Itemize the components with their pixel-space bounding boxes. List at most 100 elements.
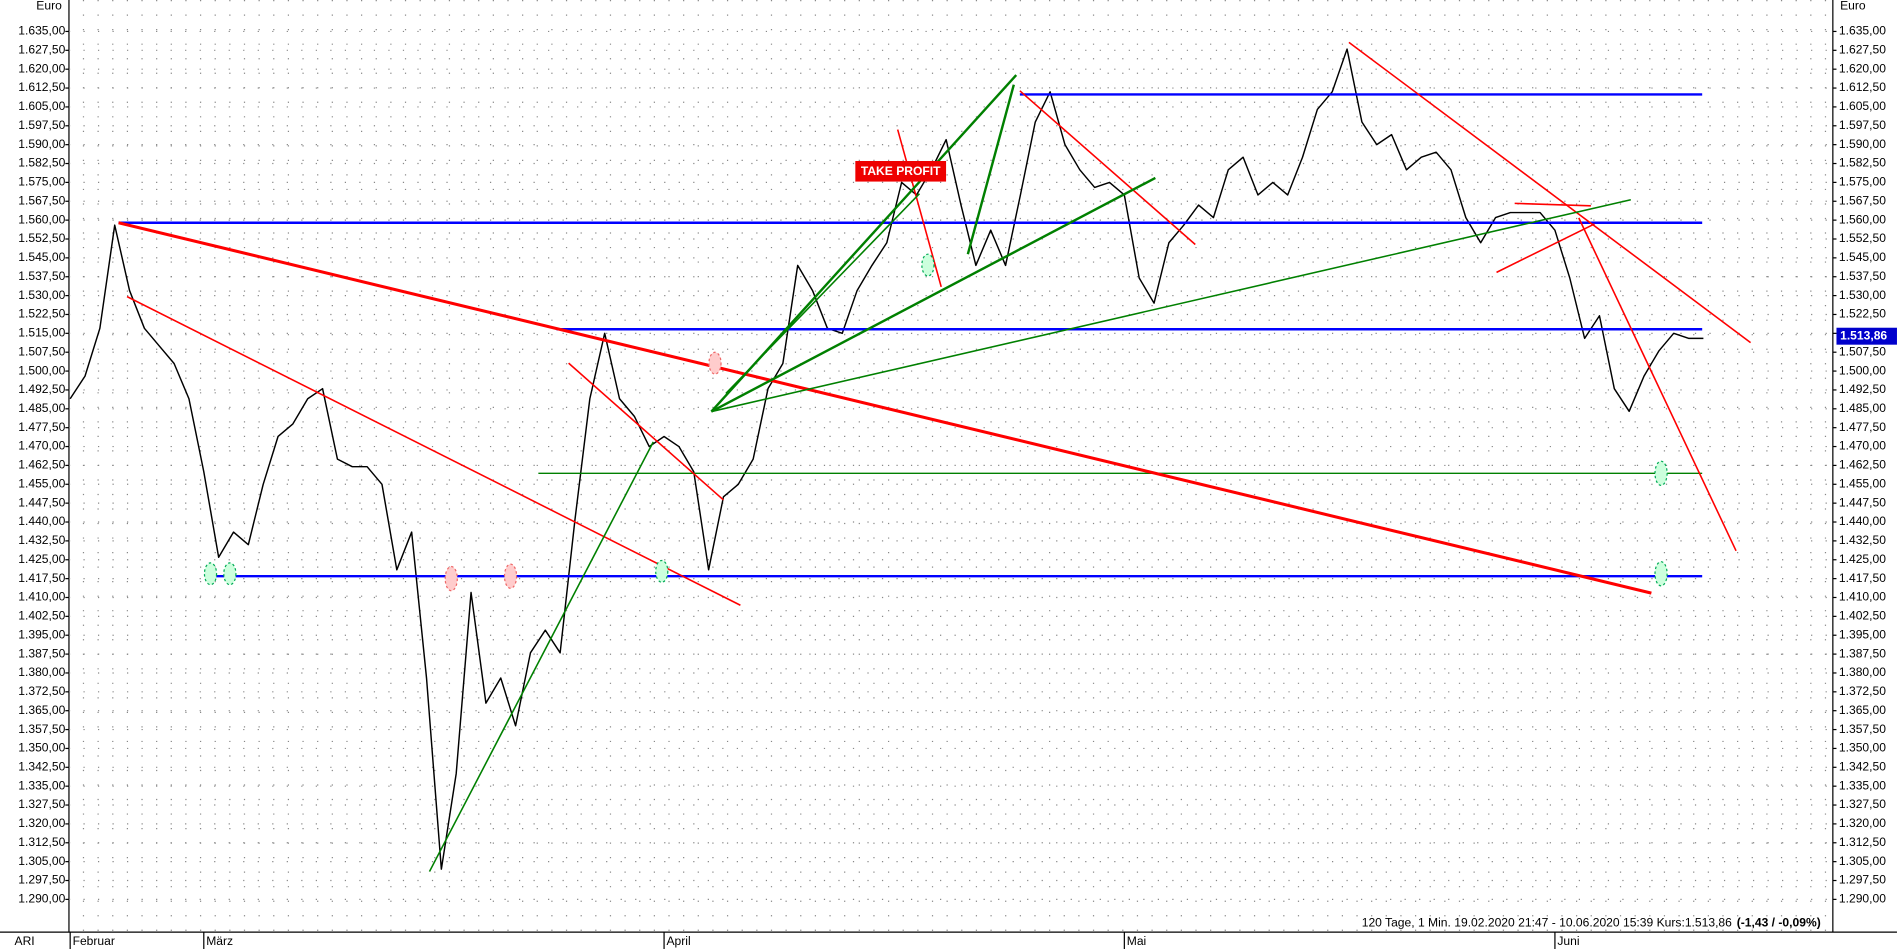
marker — [223, 562, 237, 586]
y-tick-label: 1.395,00 — [18, 627, 65, 641]
y-tick-label: 1.417,50 — [18, 571, 65, 585]
y-tick-label: 1.470,00 — [18, 439, 65, 453]
y-tick-label: 1.335,00 — [18, 778, 65, 792]
trend-line — [1578, 217, 1737, 552]
y2-tick-label: 1.350,00 — [1839, 741, 1886, 755]
y-tick-label: 1.410,00 — [18, 590, 65, 604]
y2-tick-label: 1.552,50 — [1839, 231, 1886, 245]
y2-tick-label: 1.297,50 — [1839, 873, 1886, 887]
y-tick-label: 1.387,50 — [18, 646, 65, 660]
y2-tick-label: 1.290,00 — [1839, 892, 1886, 906]
y-tick-label: 1.455,00 — [18, 476, 65, 490]
annotation-box — [855, 160, 947, 182]
x-tick-label: März — [206, 934, 233, 948]
marker — [503, 563, 518, 589]
y2-tick-label: 1.425,00 — [1839, 552, 1886, 566]
y-tick-label: 1.365,00 — [18, 703, 65, 717]
y-unit-right: Euro — [1840, 0, 1866, 12]
y2-tick-label: 1.500,00 — [1839, 363, 1886, 377]
green-trend — [725, 193, 921, 394]
y2-tick-label: 1.462,50 — [1839, 458, 1886, 472]
y2-tick-label: 1.522,50 — [1839, 307, 1886, 321]
y2-tick-label: 1.612,50 — [1839, 80, 1886, 94]
y2-tick-label: 1.320,00 — [1839, 816, 1886, 830]
y-tick-label: 1.485,00 — [18, 401, 65, 415]
y-tick-label: 1.537,50 — [18, 269, 65, 283]
y-tick-label: 1.305,00 — [18, 854, 65, 868]
green-trend — [966, 84, 1015, 255]
y2-tick-label: 1.492,50 — [1839, 382, 1886, 396]
y2-tick-label: 1.537,50 — [1839, 269, 1886, 283]
y2-tick-label: 1.620,00 — [1839, 61, 1886, 75]
y2-tick-label: 1.567,50 — [1839, 193, 1886, 207]
trend-line — [126, 295, 741, 606]
y2-tick-label: 1.507,50 — [1839, 344, 1886, 358]
y2-tick-label: 1.365,00 — [1839, 703, 1886, 717]
y-tick-label: 1.425,00 — [18, 552, 65, 566]
y2-tick-label: 1.305,00 — [1839, 854, 1886, 868]
trend-line — [1019, 90, 1196, 246]
y2-tick-label: 1.410,00 — [1839, 590, 1886, 604]
y2-tick-label: 1.432,50 — [1839, 533, 1886, 547]
y-tick-label: 1.372,50 — [18, 684, 65, 698]
y-tick-label: 1.597,50 — [18, 118, 65, 132]
y2-tick-label: 1.342,50 — [1839, 760, 1886, 774]
marker — [708, 351, 722, 375]
y2-tick-label: 1.447,50 — [1839, 495, 1886, 509]
green-trend — [711, 198, 1631, 413]
y-tick-label: 1.552,50 — [18, 231, 65, 245]
y2-tick-label: 1.605,00 — [1839, 99, 1886, 113]
y2-tick-label: 1.545,00 — [1839, 250, 1886, 264]
y2-tick-label: 1.477,50 — [1839, 420, 1886, 434]
last-price-label: 1.513,86 — [1840, 328, 1887, 342]
last-price-box — [1836, 327, 1897, 345]
y-tick-label: 1.590,00 — [18, 137, 65, 151]
x-tick-label: Februar — [73, 934, 115, 948]
y-tick-label: 1.447,50 — [18, 495, 65, 509]
y-tick-label: 1.620,00 — [18, 61, 65, 75]
y2-tick-label: 1.372,50 — [1839, 684, 1886, 698]
annotation: TAKE PROFIT — [861, 164, 941, 178]
trend-line — [118, 221, 1652, 595]
trend-line — [1348, 41, 1752, 344]
info: 120 Tage, 1 Min. 19.02.2020 21:47 - 10.0… — [1362, 916, 1821, 930]
marker — [655, 559, 669, 583]
y-tick-label: 1.515,00 — [18, 326, 65, 340]
y2-tick-label: 1.470,00 — [1839, 439, 1886, 453]
instrument: ARI — [15, 934, 35, 948]
y-tick-label: 1.627,50 — [18, 43, 65, 57]
y-tick-label: 1.612,50 — [18, 80, 65, 94]
y-tick-label: 1.567,50 — [18, 193, 65, 207]
y2-tick-label: 1.395,00 — [1839, 627, 1886, 641]
y2-tick-label: 1.530,00 — [1839, 288, 1886, 302]
y2-tick-label: 1.387,50 — [1839, 646, 1886, 660]
y-tick-label: 1.560,00 — [18, 212, 65, 226]
marker — [444, 565, 458, 592]
marker — [1654, 460, 1668, 487]
y2-tick-label: 1.312,50 — [1839, 835, 1886, 849]
y-tick-label: 1.492,50 — [18, 382, 65, 396]
y-tick-label: 1.312,50 — [18, 835, 65, 849]
y2-tick-label: 1.485,00 — [1839, 401, 1886, 415]
info-text: 120 Tage, 1 Min. 19.02.2020 21:47 - 10.0… — [1362, 916, 1732, 930]
y-tick-label: 1.380,00 — [18, 665, 65, 679]
marker — [921, 253, 935, 277]
marks — [65, 30, 1837, 900]
x-tick-label: Juni — [1557, 934, 1579, 948]
y-tick-label: 1.545,00 — [18, 250, 65, 264]
y2-tick-label: 1.380,00 — [1839, 665, 1886, 679]
y-tick-label: 1.507,50 — [18, 344, 65, 358]
price-line — [69, 48, 1704, 870]
y2-tick-label: 1.575,00 — [1839, 175, 1886, 189]
y2-tick-label: 1.440,00 — [1839, 514, 1886, 528]
y2-tick-label: 1.417,50 — [1839, 571, 1886, 585]
y-tick-label: 1.605,00 — [18, 99, 65, 113]
green-trend — [428, 441, 654, 872]
y-tick-label: 1.635,00 — [18, 24, 65, 38]
y-unit-left: Euro — [36, 0, 62, 12]
y2-tick-label: 1.357,50 — [1839, 722, 1886, 736]
trend-line — [1514, 202, 1591, 207]
